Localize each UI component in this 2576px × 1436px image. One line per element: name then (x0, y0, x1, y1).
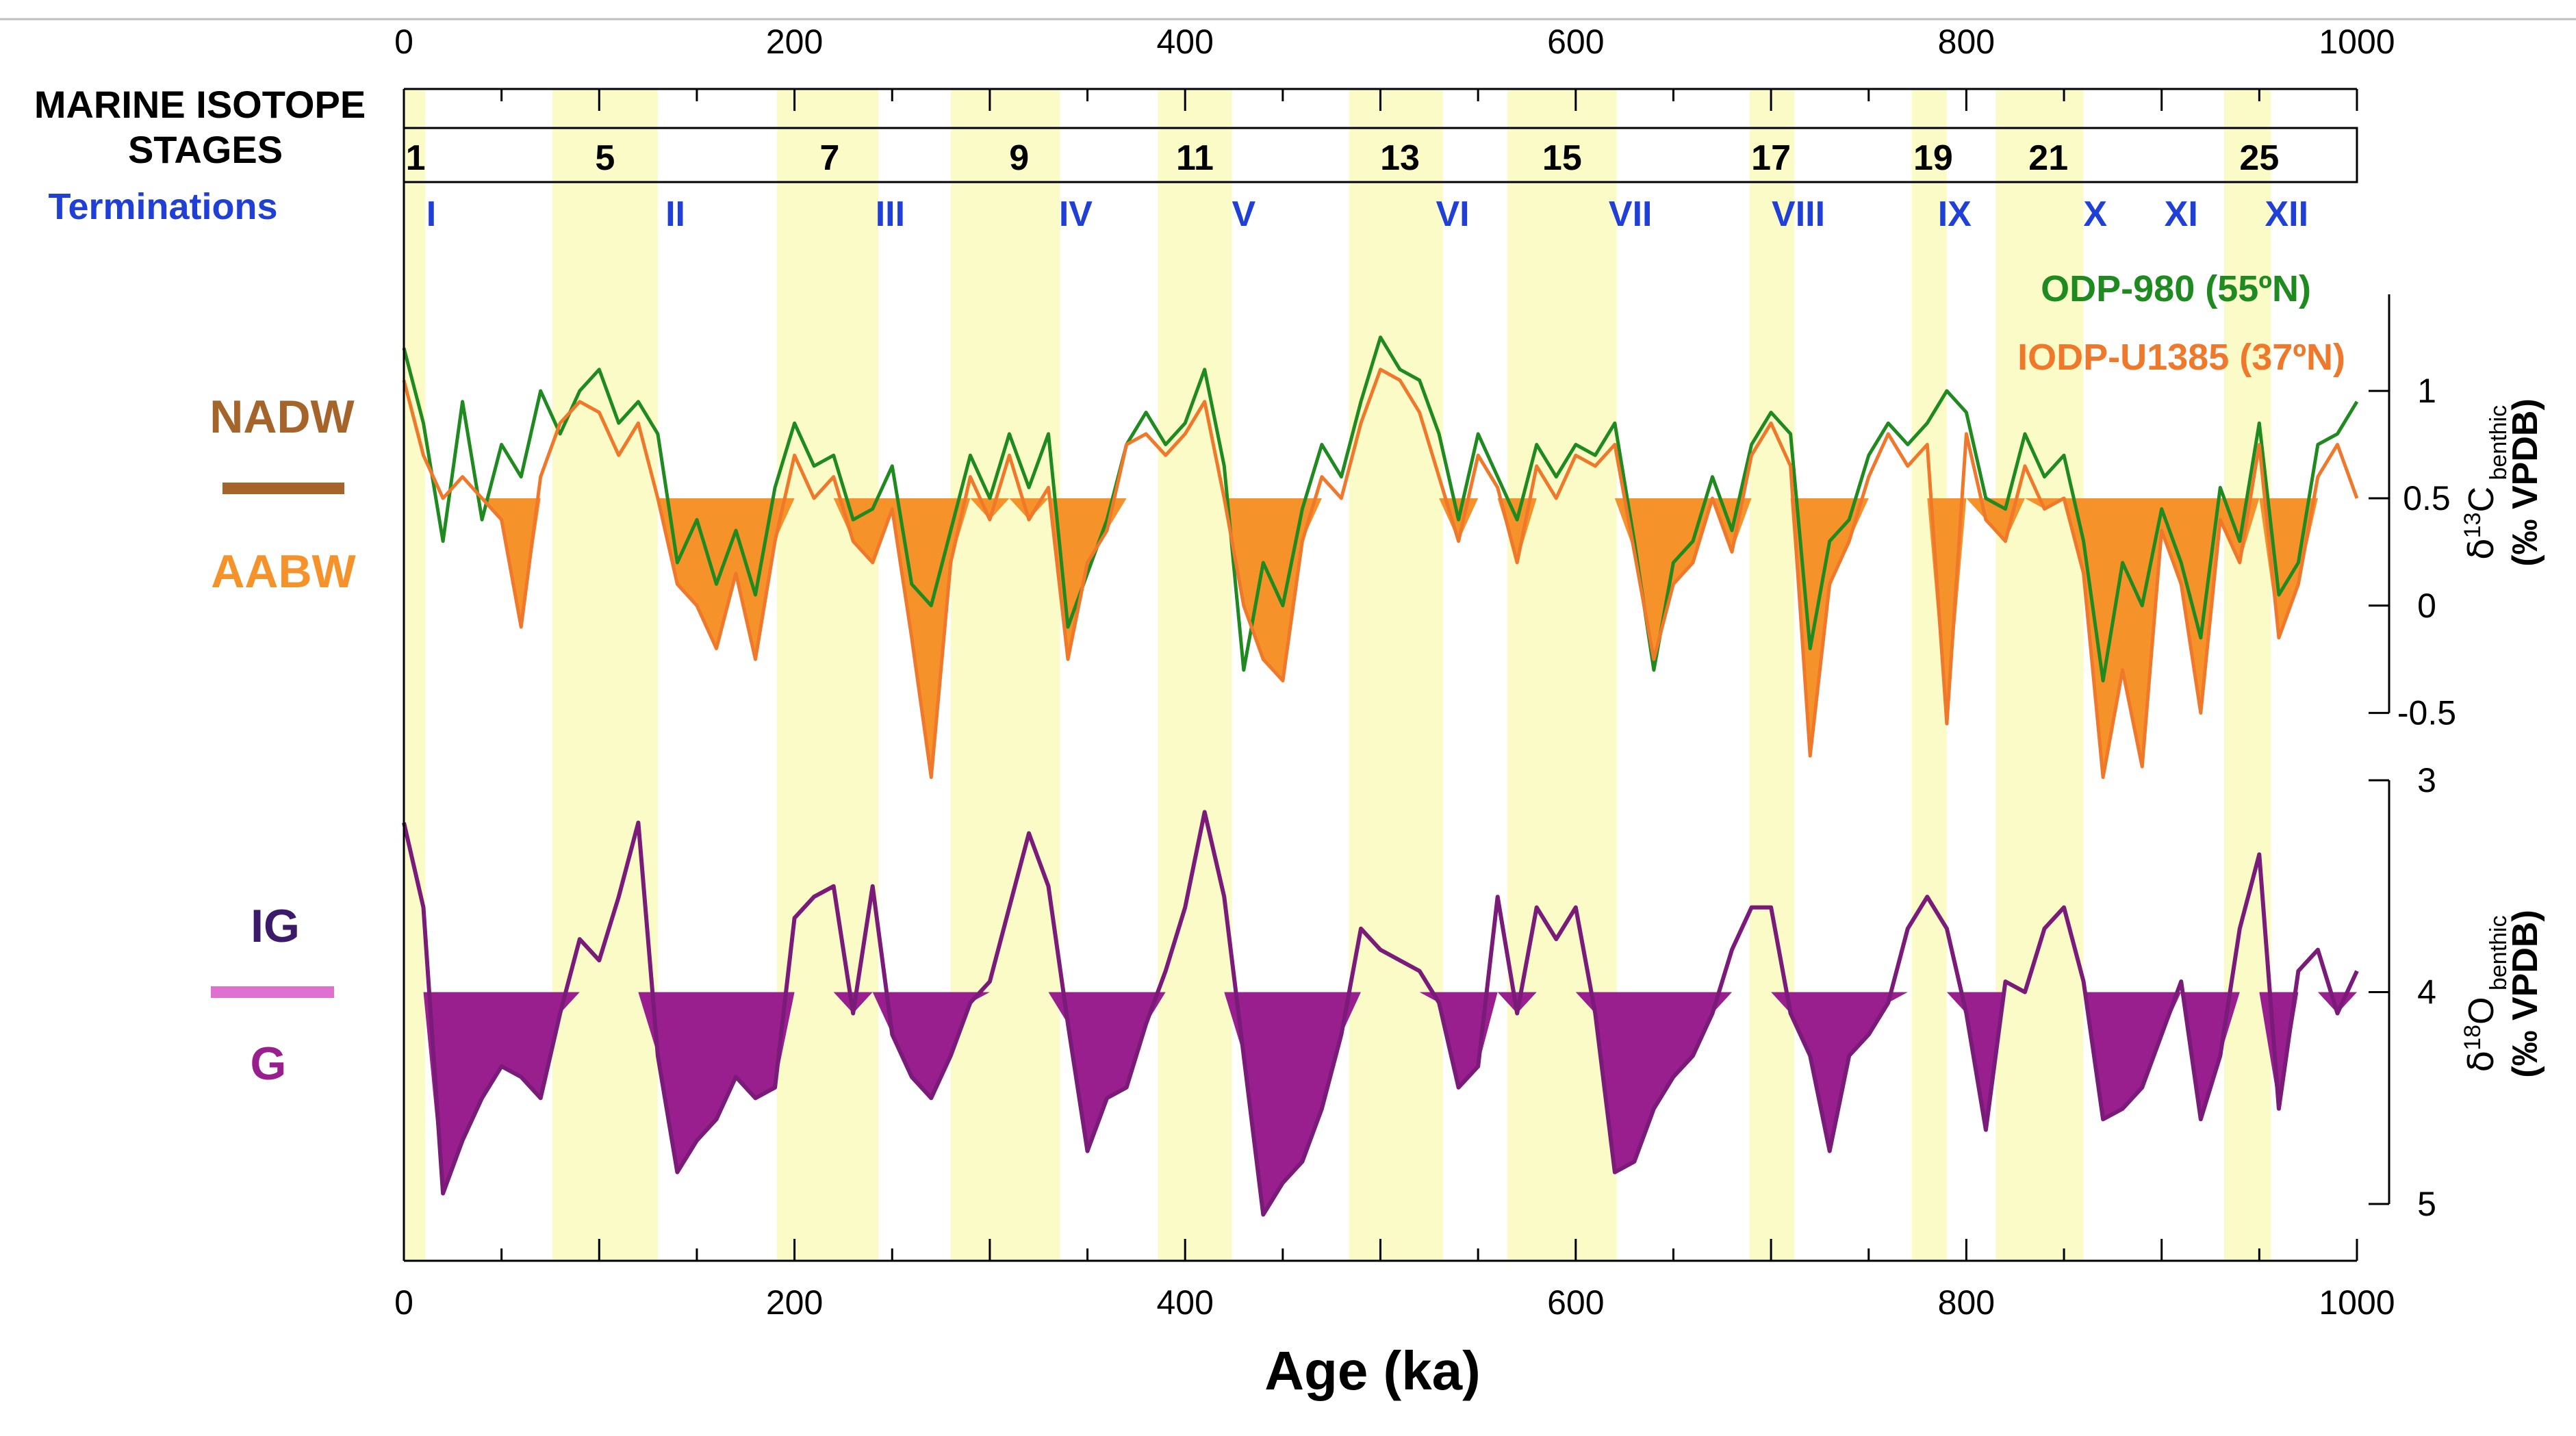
mis-stage-label: 17 (1751, 138, 1791, 178)
x-tick-label-bottom: 200 (766, 1283, 823, 1322)
x-tick-label-top: 200 (766, 23, 823, 61)
x-tick-label-top: 0 (394, 23, 413, 61)
interglacial-band (2223, 89, 2271, 1261)
y-tick-label: 5 (2417, 1185, 2436, 1223)
interglacial-band (1749, 89, 1795, 1261)
x-tick-label-top: 600 (1547, 23, 1604, 61)
mis-stage-label: 7 (819, 138, 839, 178)
legend-u1385: IODP-U1385 (37ºN) (2017, 337, 2345, 378)
termination-labels: I II III IV V VI VII VIII IX X XI XII (426, 194, 2308, 234)
svg-text:δ18O benthic: δ18O benthic (2460, 915, 2512, 1072)
terminations-title: Terminations (48, 186, 277, 227)
x-tick-label-bottom: 800 (1938, 1283, 1995, 1322)
interglacial-band (1349, 89, 1443, 1261)
x-tick-label-top: 1000 (2319, 23, 2395, 61)
interglacial-band (776, 89, 879, 1261)
interglacial-band (1507, 89, 1617, 1261)
series-line-d13C-0 (402, 335, 2359, 682)
glacial-fill (404, 992, 2357, 1215)
termination-label: IX (1938, 194, 1972, 234)
interglacial-band (1158, 89, 1232, 1261)
termination-label: III (876, 194, 905, 234)
axes (403, 88, 2390, 1262)
mis-stage-label: 11 (1176, 138, 1214, 178)
interglacial-band (950, 89, 1060, 1261)
interglacial-band (552, 89, 658, 1261)
interglacial-band (1911, 89, 1947, 1261)
x-tick-labels-top: 0 200 400 600 800 1000 (394, 23, 2395, 61)
x-tick-labels-bottom: 0 200 400 600 800 1000 (394, 1283, 2395, 1322)
mis-stage-label: 5 (595, 138, 615, 178)
y-tick-labels: -0.5 0 0.5 1 3 4 5 (2397, 372, 2456, 1223)
termination-label: I (426, 194, 436, 234)
interglacial-bands (404, 89, 2271, 1261)
y-tick-label: 0.5 (2403, 479, 2451, 517)
mis-stage-labels: 1 5 7 9 11 13 15 17 19 21 25 (406, 138, 2280, 178)
termination-label: X (2083, 194, 2107, 234)
mis-stage-label: 9 (1009, 138, 1029, 178)
interglacial-band (1995, 89, 2084, 1261)
mis-box (403, 127, 2358, 183)
series-line-d13C-1 (402, 368, 2359, 780)
mis-stage-label: 25 (2239, 138, 2279, 178)
y-units-d18o: (‰ VPDB) (2505, 910, 2545, 1078)
x-tick-label-bottom: 400 (1156, 1283, 1213, 1322)
mis-stage-label: 21 (2028, 138, 2068, 178)
x-axis-title: Age (ka) (1264, 1340, 1481, 1401)
y-tick-label: -0.5 (2397, 694, 2456, 732)
termination-label: XII (2265, 194, 2309, 234)
y-tick-label: 3 (2417, 761, 2436, 799)
y-axis-title-d18o: δ18O benthic (‰ VPDB) (2460, 910, 2545, 1078)
y-units-d13c: (‰ VPDB) (2505, 398, 2545, 567)
x-tick-label-top: 800 (1938, 23, 1995, 61)
nadw-label: NADW (209, 391, 355, 443)
x-tick-label-bottom: 1000 (2319, 1283, 2395, 1322)
mis-stage-label: 19 (1913, 138, 1953, 178)
aabw-label: AABW (211, 546, 356, 598)
y-tick-label: 0 (2417, 587, 2436, 625)
mis-stage-label: 13 (1380, 138, 1420, 178)
x-tick-label-bottom: 600 (1547, 1283, 1604, 1322)
aabw-fill (404, 498, 2357, 778)
y-axis-title-d13c: δ13C benthic (‰ VPDB) (2460, 398, 2545, 567)
x-tick-label-top: 400 (1156, 23, 1213, 61)
mis-title-line1: MARINE ISOTOPE (34, 83, 366, 126)
termination-label: V (1232, 194, 1255, 234)
termination-label: XI (2165, 194, 2198, 234)
termination-label: IV (1059, 194, 1093, 234)
interglacial-band (404, 89, 426, 1261)
y-tick-label: 4 (2417, 973, 2436, 1012)
termination-label: VI (1436, 194, 1469, 234)
mis-stage-label: 1 (406, 138, 426, 178)
mis-title-line2: STAGES (128, 128, 283, 171)
legend-odp980: ODP-980 (55ºN) (2041, 268, 2311, 309)
svg-text:δ13C benthic: δ13C benthic (2460, 405, 2512, 560)
x-tick-label-bottom: 0 (394, 1283, 413, 1322)
series-lines (402, 335, 2359, 1217)
threshold-fills (404, 498, 2357, 1215)
ig-label: IG (251, 900, 300, 952)
y-tick-label: 1 (2417, 372, 2436, 410)
series-line-d18O-0 (402, 810, 2359, 1217)
nadw-aabw-divider (222, 483, 344, 494)
termination-label: II (665, 194, 685, 234)
termination-label: VII (1609, 194, 1653, 234)
ig-g-divider (211, 986, 334, 998)
mis-stage-label: 15 (1542, 138, 1582, 178)
termination-label: VIII (1772, 194, 1825, 234)
g-label: G (251, 1038, 287, 1090)
